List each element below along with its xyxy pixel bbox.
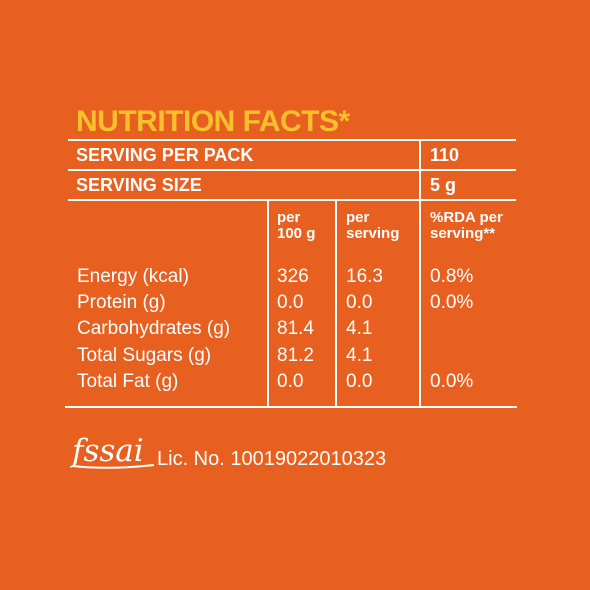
nutrition-title: NUTRITION FACTS*: [76, 105, 350, 138]
col-header-perserving-line2: serving: [346, 225, 400, 242]
nutrient-per100: 326: [277, 266, 309, 287]
col-header-perserving: per serving: [346, 210, 399, 242]
col-header-rda-line1: %RDA per: [430, 209, 503, 226]
nutrient-per100: 81.2: [277, 345, 314, 366]
column-divider-perserving: [335, 199, 337, 407]
col-header-perserving-line1: per: [346, 209, 370, 226]
col-header-per100-line2: 100 g: [277, 225, 316, 242]
nutrient-per100: 81.4: [277, 318, 314, 339]
fssai-logo-underline: [71, 464, 155, 469]
serving-per-pack-value: 110: [430, 145, 460, 165]
serving-size-label: SERVING SIZE: [76, 175, 202, 195]
row-divider-2: [68, 199, 516, 201]
nutrient-rda: 0.0%: [430, 292, 474, 313]
nutrient-rda: 0.0%: [430, 371, 474, 392]
nutrient-perserving: 4.1: [346, 318, 373, 339]
column-divider-rda: [419, 139, 421, 407]
table-top-border: [68, 139, 516, 141]
col-header-rda-line2: serving**: [430, 225, 496, 242]
nutrient-perserving: 0.0: [346, 371, 373, 392]
col-header-per100-line1: per: [277, 209, 301, 226]
nutrient-name: Total Sugars (g): [77, 345, 212, 366]
fssai-logo: fssai: [72, 436, 144, 467]
nutrient-perserving: 4.1: [346, 345, 373, 366]
nutrient-rda: 0.8%: [430, 266, 474, 287]
nutrient-per100: 0.0: [277, 371, 304, 392]
col-header-rda: %RDA per serving**: [430, 210, 503, 242]
serving-per-pack-label: SERVING PER PACK: [76, 145, 254, 165]
column-divider-per100: [267, 199, 269, 407]
nutrient-name: Protein (g): [77, 292, 166, 313]
nutrient-name: Total Fat (g): [77, 371, 179, 392]
row-divider-1: [68, 169, 516, 171]
fssai-license: Lic. No. 10019022010323: [157, 448, 387, 470]
table-bottom-border: [65, 406, 517, 408]
nutrient-perserving: 0.0: [346, 292, 373, 313]
nutrient-name: Energy (kcal): [77, 266, 189, 287]
nutrient-per100: 0.0: [277, 292, 304, 313]
nutrient-name: Carbohydrates (g): [77, 318, 231, 339]
col-header-per100: per 100 g: [277, 210, 315, 242]
nutrient-perserving: 16.3: [346, 266, 383, 287]
serving-size-value: 5 g: [430, 175, 457, 195]
fssai-logo-text: fssai: [72, 433, 144, 469]
